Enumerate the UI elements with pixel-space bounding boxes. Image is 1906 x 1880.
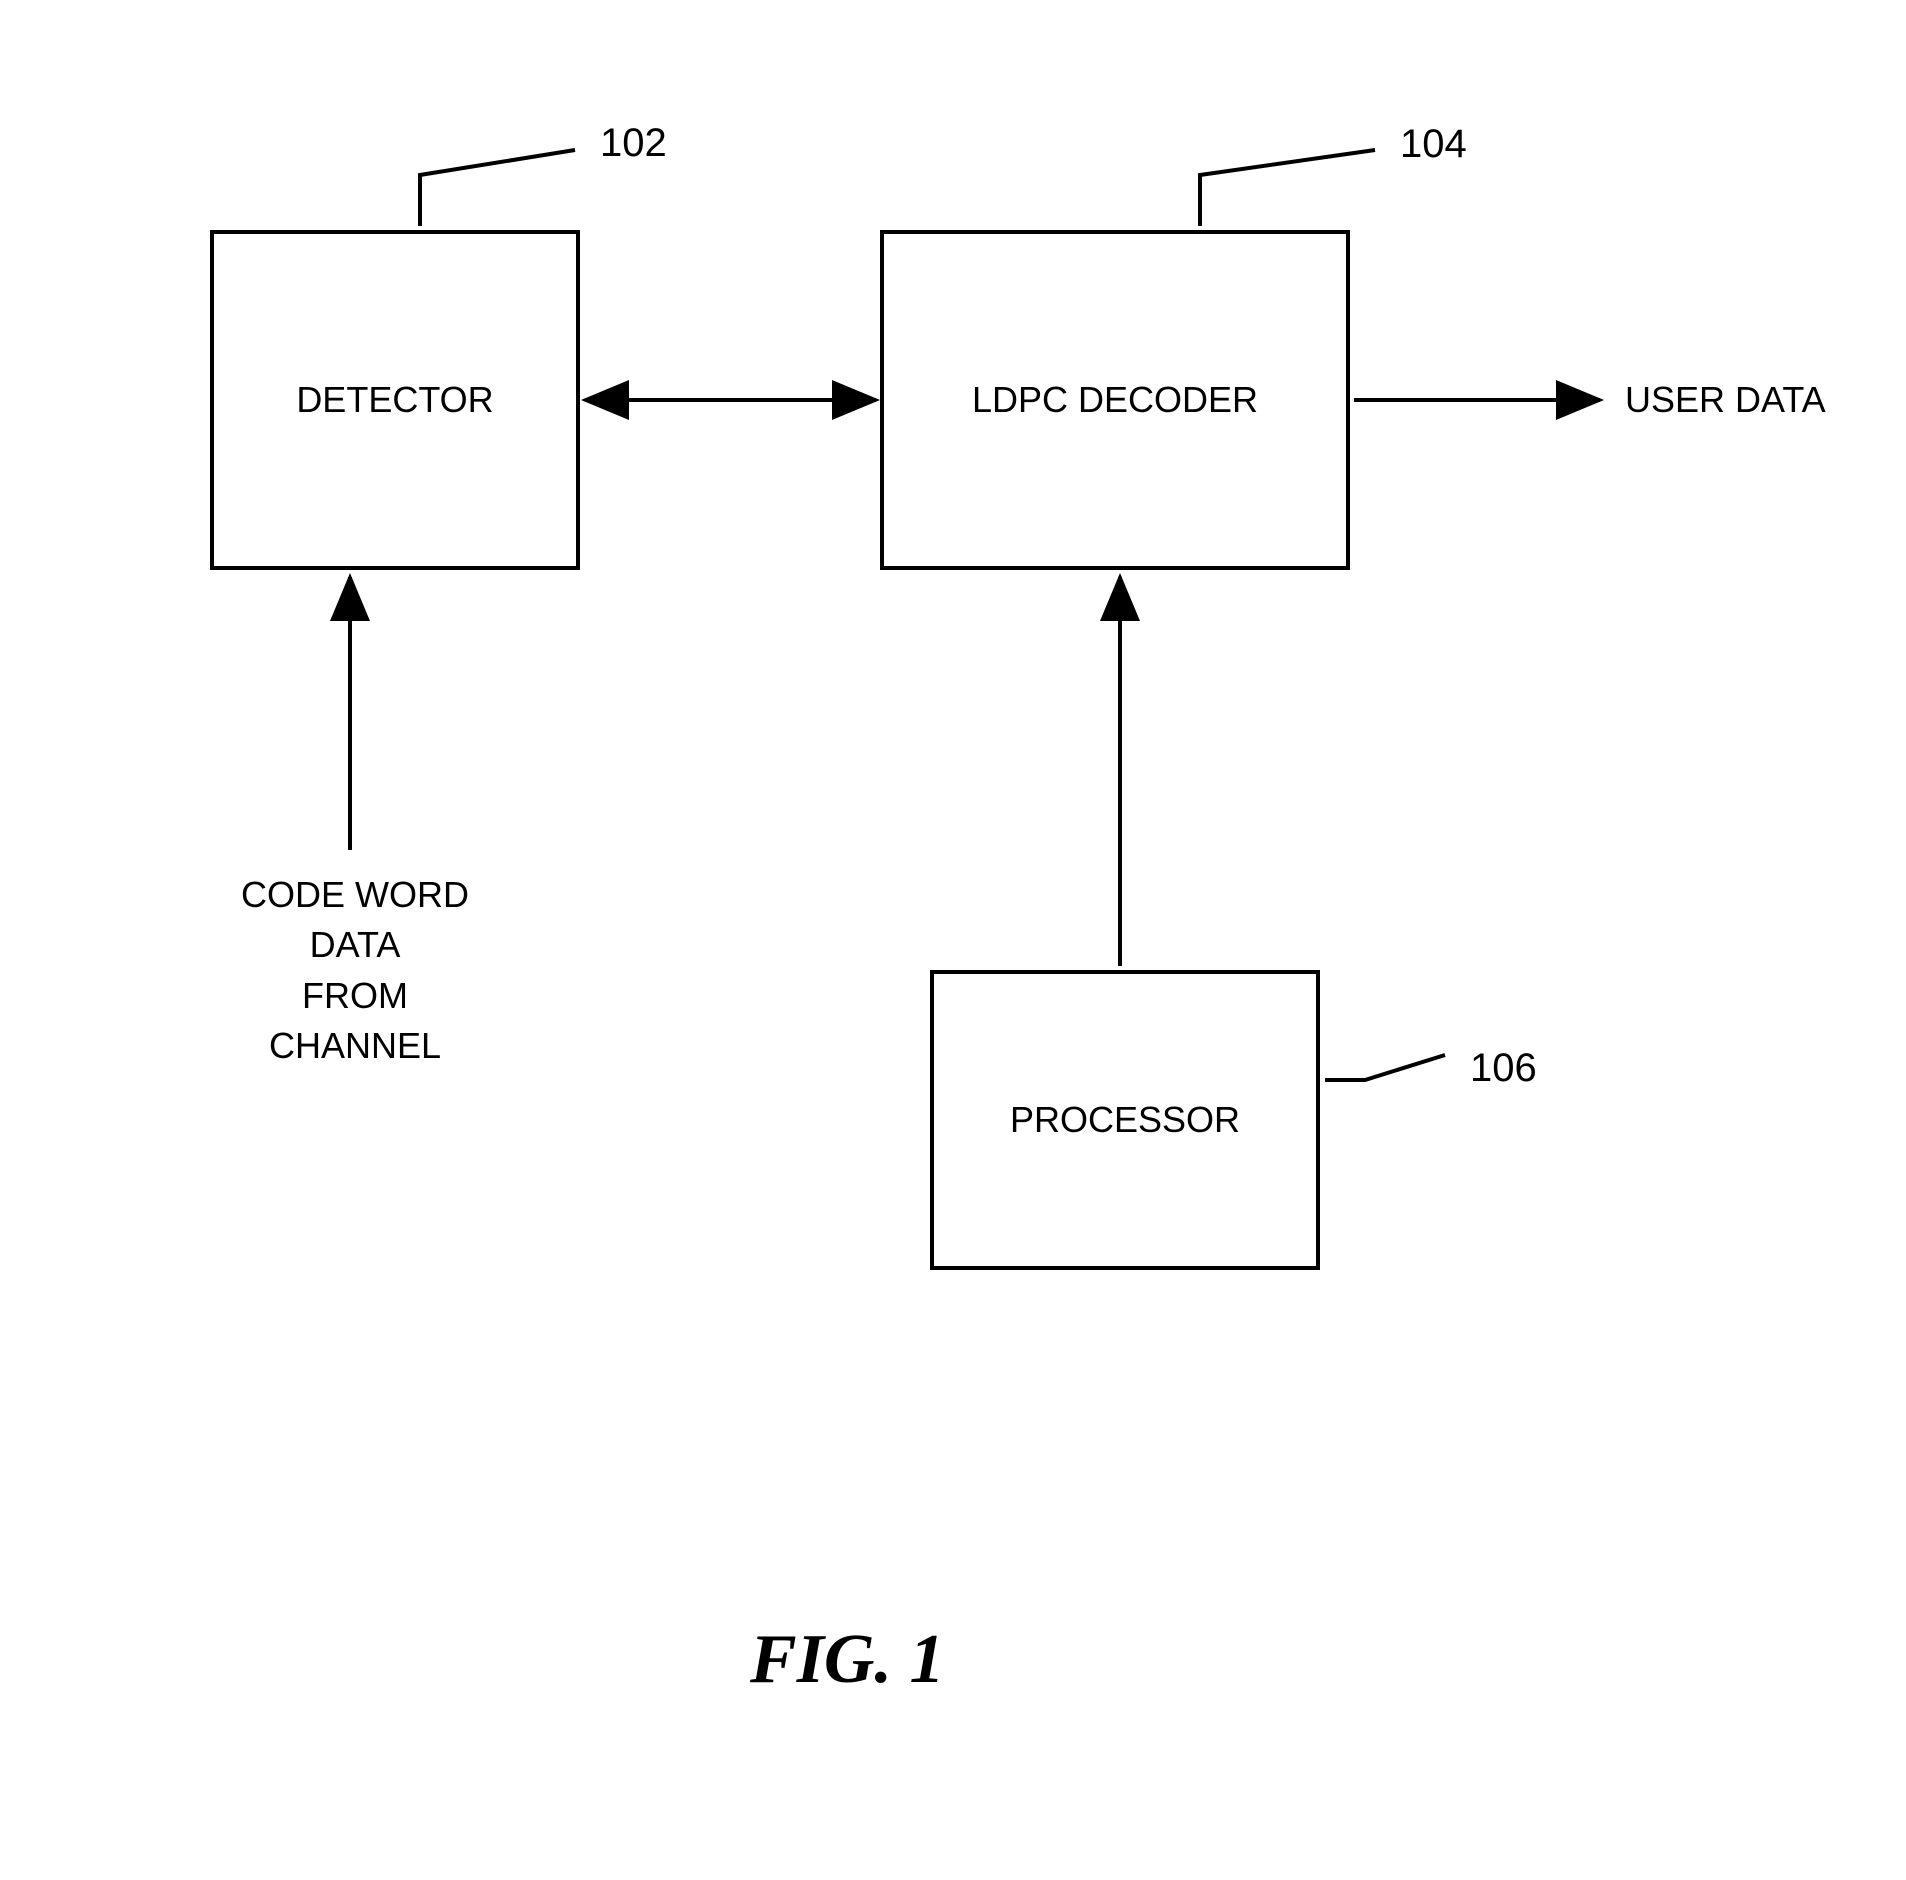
reference-number-decoder: 104 bbox=[1400, 116, 1467, 172]
code-word-label: CODE WORDDATAFROMCHANNEL bbox=[200, 870, 510, 1072]
user-data-label: USER DATA bbox=[1625, 375, 1826, 425]
figure-caption: FIG. 1 bbox=[750, 1620, 944, 1700]
processor-label: PROCESSOR bbox=[1010, 1099, 1240, 1141]
decoder-block: LDPC DECODER bbox=[880, 230, 1350, 570]
detector-label: DETECTOR bbox=[296, 379, 493, 421]
reference-number-detector: 102 bbox=[600, 115, 667, 171]
reference-number-processor: 106 bbox=[1470, 1040, 1537, 1096]
detector-block: DETECTOR bbox=[210, 230, 580, 570]
decoder-label: LDPC DECODER bbox=[972, 379, 1258, 421]
processor-block: PROCESSOR bbox=[930, 970, 1320, 1270]
